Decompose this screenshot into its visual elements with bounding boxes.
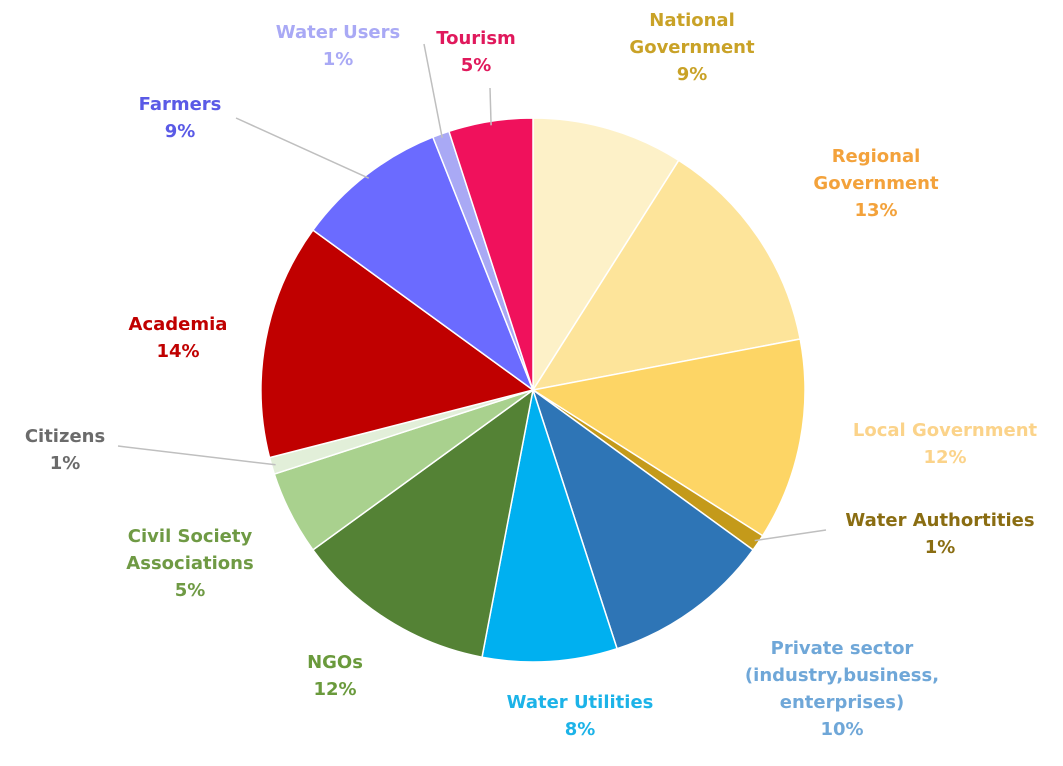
slice-value-label: 1% (925, 537, 956, 558)
slice-label-local-government: Local Government 12% (853, 420, 1038, 468)
slice-value-label: 8% (565, 719, 596, 740)
slice-labels: National Government 9% Regional Government 13… (25, 10, 1038, 740)
slice-value-label: 9% (677, 64, 708, 85)
slice-name-label: Academia (129, 314, 228, 335)
pie-slice-local-government (530, 338, 806, 537)
slice-name-label: Citizens (25, 426, 105, 447)
pie-slice-national-government (532, 117, 680, 393)
slice-name-label: NGOs (307, 652, 363, 673)
slice-value-label: 14% (156, 341, 199, 362)
slice-name-label: Regional (832, 146, 921, 167)
slice-name-label: Local Government (853, 420, 1038, 441)
slice-value-label: 9% (165, 121, 196, 142)
slice-label-water-authortities: Water Authortities 1% (845, 510, 1034, 558)
leader-lines (117, 43, 827, 542)
slice-name-label: Water Users (276, 22, 400, 43)
slice-label-tourism: Tourism 5% (436, 28, 516, 76)
slice-name-label: National (649, 10, 734, 31)
pie-slice-academia (260, 229, 535, 459)
leader-line-water-users (423, 43, 443, 138)
slice-label-academia: Academia 14% (129, 314, 228, 362)
pie-slice-water-utilities (481, 389, 618, 663)
leader-line-farmers (235, 117, 370, 179)
slice-label-water-users: Water Users 1% (276, 22, 400, 70)
slice-name-label: enterprises) (780, 692, 905, 713)
pie-slice-ngos (311, 388, 535, 659)
slice-label-private-sector-industry-business-enterprises: Private sector (industry,business, enterpr… (745, 638, 939, 740)
slice-name-label: Water Utilities (507, 692, 654, 713)
slice-name-label: Associations (126, 553, 253, 574)
slice-value-label: 12% (313, 679, 356, 700)
slice-name-label: Civil Society (128, 526, 253, 547)
pie-slice-regional-government (531, 159, 802, 392)
slice-label-farmers: Farmers 9% (139, 94, 222, 142)
slice-name-label: Farmers (139, 94, 222, 115)
slice-label-regional-government: Regional Government 13% (813, 146, 939, 221)
leader-line-tourism (489, 87, 492, 126)
slice-name-label: Government (629, 37, 755, 58)
pie-slice-farmers (311, 136, 535, 393)
slice-name-label: (industry,business, (745, 665, 939, 686)
slice-value-label: 13% (854, 200, 897, 221)
slice-value-label: 1% (323, 49, 354, 70)
slice-value-label: 10% (820, 719, 863, 740)
slice-value-label: 12% (923, 447, 966, 468)
slice-value-label: 5% (461, 55, 492, 76)
leader-line-citizens (117, 445, 276, 466)
slice-name-label: Private sector (771, 638, 914, 659)
slice-label-water-utilities: Water Utilities 8% (507, 692, 654, 740)
slice-label-national-government: National Government 9% (629, 10, 755, 85)
pie-slices (260, 117, 806, 663)
slice-name-label: Government (813, 173, 939, 194)
slice-label-civil-society-associations: Civil Society Associations 5% (126, 526, 253, 601)
slice-label-ngos: NGOs 12% (307, 652, 363, 700)
slice-label-citizens: Citizens 1% (25, 426, 105, 474)
slice-value-label: 5% (175, 580, 206, 601)
pie-slice-private-sector-industry-business-enterprises (531, 388, 755, 650)
slice-name-label: Water Authortities (845, 510, 1034, 531)
slice-name-label: Tourism (436, 28, 516, 49)
leader-line-water-authortities (754, 529, 827, 542)
slice-value-label: 1% (50, 453, 81, 474)
